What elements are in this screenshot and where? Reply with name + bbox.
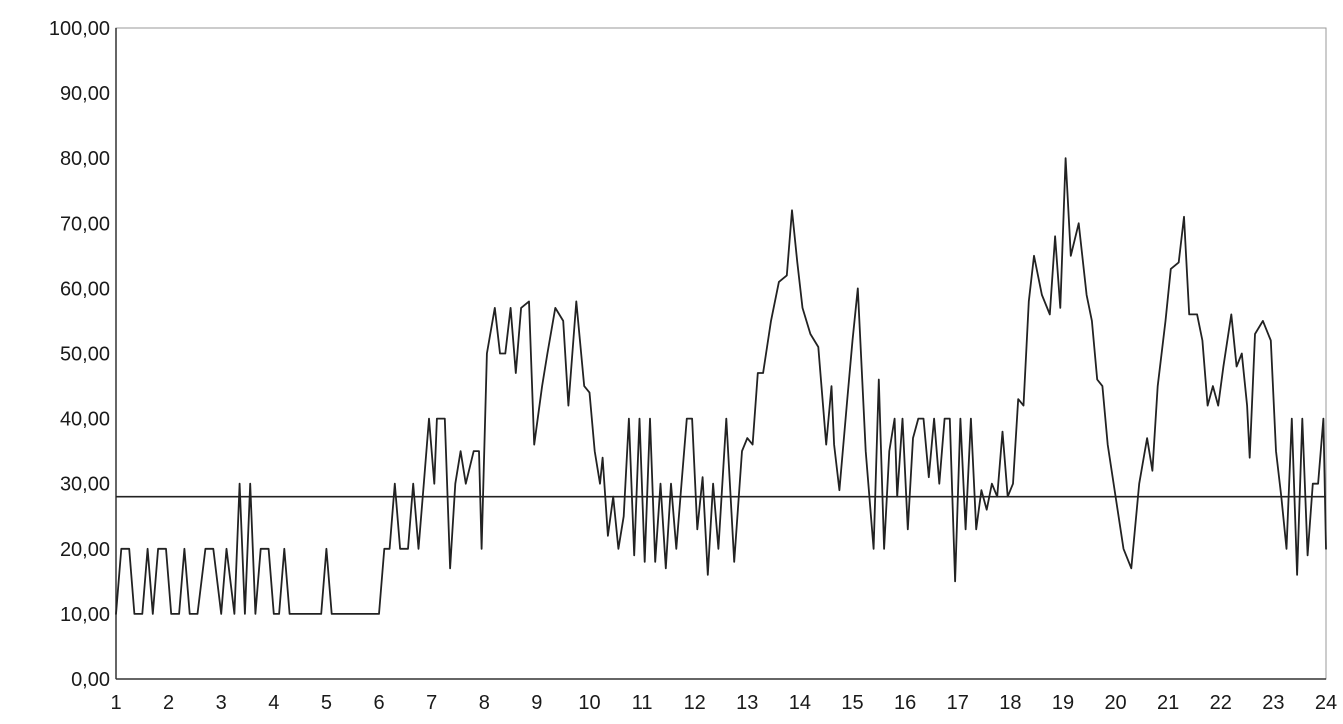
x-tick-label: 6 [373, 692, 384, 714]
x-tick-label: 5 [321, 692, 332, 714]
y-tick-label: 90,00 [60, 83, 110, 105]
x-tick-label: 1 [110, 692, 121, 714]
x-tick-label: 2 [163, 692, 174, 714]
y-tick-label: 60,00 [60, 278, 110, 300]
plot-area [115, 27, 1327, 680]
x-tick-label: 3 [216, 692, 227, 714]
x-tick-label: 10 [578, 692, 600, 714]
y-tick-label: 10,00 [60, 604, 110, 626]
x-tick-label: 11 [632, 692, 653, 714]
x-tick-label: 23 [1262, 692, 1284, 714]
x-tick-label: 7 [426, 692, 437, 714]
plot-border [115, 27, 1327, 680]
x-tick-label: 22 [1210, 692, 1232, 714]
series-layer [115, 157, 1327, 615]
y-tick-label: 80,00 [60, 148, 110, 170]
y-tick-label: 20,00 [60, 539, 110, 561]
y-tick-label: 50,00 [60, 344, 110, 366]
x-tick-label: 21 [1157, 692, 1179, 714]
x-tick-label: 17 [947, 692, 969, 714]
x-tick-label: 14 [789, 692, 811, 714]
series-line [115, 157, 1327, 615]
x-tick-label: 9 [531, 692, 542, 714]
y-axis-tick-labels: 0,00 10,00 20,00 30,00 40,00 50,00 60,00 70,00 8… [49, 18, 110, 691]
x-tick-label: 12 [684, 692, 706, 714]
x-tick-label: 15 [841, 692, 863, 714]
x-tick-label: 13 [736, 692, 758, 714]
y-tick-label: 0,00 [71, 669, 110, 691]
y-tick-label: 70,00 [60, 213, 110, 235]
x-tick-label: 16 [894, 692, 916, 714]
x-axis-tick-labels: 1 2 3 4 5 6 7 8 9 10 11 12 13 14 15 16 17 18 19 20 21 22 23 24 [110, 692, 1337, 714]
y-tick-label: 30,00 [60, 474, 110, 496]
x-tick-label: 4 [268, 692, 279, 714]
y-tick-label: 100,00 [49, 18, 110, 40]
x-tick-label: 24 [1315, 692, 1337, 714]
x-tick-label: 18 [999, 692, 1021, 714]
x-tick-label: 20 [1104, 692, 1126, 714]
y-tick-label: 40,00 [60, 409, 110, 431]
x-tick-label: 19 [1052, 692, 1074, 714]
x-tick-label: 8 [479, 692, 490, 714]
